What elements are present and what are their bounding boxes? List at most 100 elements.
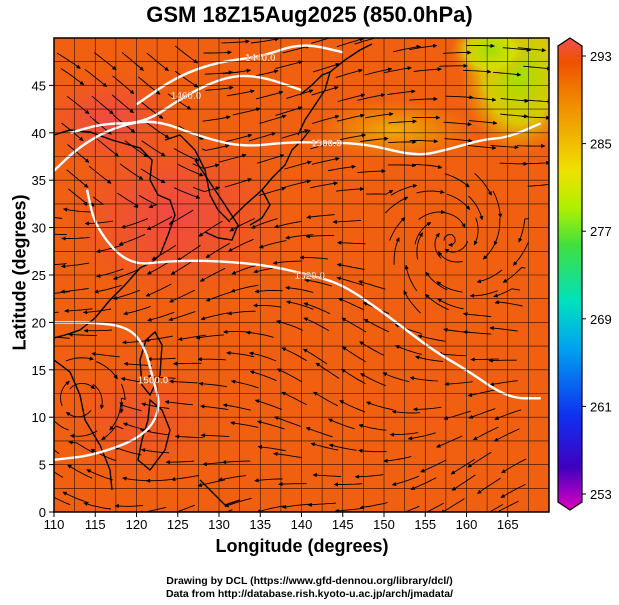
- streamline-arrowhead: [467, 121, 473, 127]
- streamline-arrowhead: [303, 317, 309, 322]
- streamline-arrowhead: [437, 67, 443, 72]
- streamline: [360, 137, 389, 143]
- streamline-arrowhead: [145, 292, 151, 297]
- streamline: [518, 218, 529, 243]
- streamline: [358, 280, 386, 290]
- streamline: [482, 235, 499, 260]
- streamline-arrowhead: [518, 237, 523, 243]
- streamline-arrowhead: [119, 402, 124, 407]
- streamline: [339, 400, 366, 413]
- streamline: [95, 361, 118, 380]
- streamline-arrowhead: [99, 404, 105, 410]
- streamline: [336, 114, 365, 122]
- streamline: [200, 405, 229, 411]
- streamline: [281, 129, 309, 139]
- streamline: [312, 474, 341, 477]
- streamline: [229, 218, 256, 232]
- streamline: [146, 52, 169, 72]
- streamline: [450, 458, 476, 475]
- streamline-arrowhead: [500, 493, 506, 498]
- streamline: [138, 194, 158, 208]
- streamline-arrowhead: [336, 262, 342, 268]
- credit-line-drawing: Drawing by DCL (https://www.gfd-dennou.o…: [166, 575, 453, 587]
- streamline: [444, 173, 470, 188]
- streamline-arrowhead: [281, 504, 287, 509]
- streamline: [281, 391, 307, 406]
- streamline-arrowhead: [48, 412, 51, 416]
- streamline: [68, 441, 95, 454]
- streamline-arrowhead: [425, 293, 430, 299]
- streamline-arrowhead: [363, 319, 369, 323]
- streamline: [282, 503, 311, 508]
- streamline: [54, 216, 63, 219]
- streamline: [170, 259, 195, 275]
- y-tick-label: 35: [32, 173, 46, 188]
- streamline-arrowhead: [160, 179, 166, 184]
- streamline: [523, 65, 549, 70]
- streamline-arrowhead: [172, 361, 178, 366]
- contour-label: 1500.0: [138, 375, 169, 386]
- streamline: [473, 217, 479, 246]
- y-tick-label: 30: [32, 221, 46, 236]
- streamline-arrowhead: [229, 85, 234, 90]
- streamline-arrowhead: [433, 138, 439, 144]
- streamline-arrowhead: [197, 357, 202, 362]
- streamline-arrowhead: [468, 414, 474, 419]
- streamline: [474, 172, 492, 196]
- streamline: [92, 383, 103, 410]
- streamline: [300, 257, 328, 260]
- streamline-arrowhead: [123, 311, 128, 316]
- streamline: [228, 238, 254, 252]
- streamline: [175, 504, 196, 512]
- streamline: [140, 101, 164, 119]
- streamline: [468, 408, 496, 419]
- streamline-arrowhead: [84, 109, 90, 115]
- streamline: [145, 283, 172, 297]
- streamline-arrowhead: [438, 251, 443, 257]
- streamline: [166, 460, 195, 463]
- streamline: [388, 120, 417, 124]
- streamline-arrowhead: [101, 435, 106, 441]
- streamline-arrowhead: [433, 96, 438, 102]
- y-tick-label: 15: [32, 363, 46, 378]
- streamline-arrowhead: [467, 463, 473, 468]
- streamline-arrowhead: [440, 189, 445, 194]
- figure-title: GSM 18Z15Aug2025 (850.0hPa): [146, 2, 473, 27]
- streamline-arrowhead: [253, 269, 258, 274]
- streamline-arrowhead: [312, 472, 317, 478]
- streamline: [141, 506, 167, 512]
- streamline: [231, 380, 259, 389]
- streamline-arrowhead: [248, 351, 254, 356]
- x-tick-label: 155: [414, 517, 436, 532]
- streamline: [88, 165, 112, 184]
- x-tick-label: 125: [167, 517, 189, 532]
- streamline: [355, 474, 384, 478]
- streamline-arrowhead: [411, 89, 416, 94]
- streamline: [388, 164, 417, 166]
- streamline: [198, 220, 223, 237]
- x-tick-label: 145: [332, 517, 354, 532]
- streamline: [466, 44, 495, 47]
- streamline-arrowhead: [106, 179, 112, 184]
- streamline: [174, 70, 199, 88]
- streamline: [337, 263, 365, 271]
- streamline-arrowhead: [468, 138, 473, 143]
- streamline-arrowhead: [255, 107, 261, 112]
- streamline: [201, 434, 230, 438]
- streamline-arrowhead: [400, 217, 406, 222]
- streamline-arrowhead: [302, 348, 308, 353]
- streamline-arrowhead: [250, 89, 255, 94]
- cool-region-north: [315, 100, 475, 160]
- streamline-arrowhead: [198, 381, 204, 386]
- streamline: [93, 52, 117, 71]
- streamline-arrowhead: [541, 47, 547, 53]
- streamline-arrowhead: [437, 164, 443, 169]
- streamline-arrowhead: [412, 407, 418, 412]
- streamline: [274, 220, 302, 228]
- streamline: [392, 45, 421, 53]
- streamline: [363, 318, 390, 333]
- streamline: [226, 352, 255, 358]
- streamline: [62, 491, 89, 504]
